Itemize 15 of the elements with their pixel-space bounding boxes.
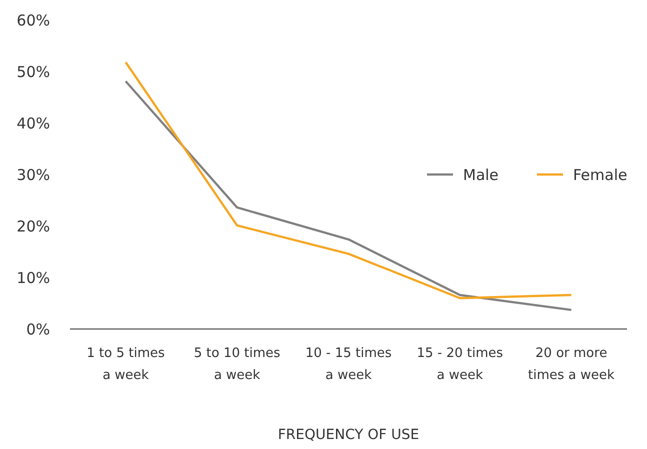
x-tick-label: 1 to 5 times a week <box>86 346 165 383</box>
y-tick-label: 10% <box>16 268 50 287</box>
x-tick-label: 15 - 20 times a week <box>416 346 504 383</box>
x-tick-label: 10 - 15 times a week <box>305 346 392 383</box>
x-tick-label: 20 or more times a week <box>528 346 616 383</box>
x-axis-title: FREQUENCY OF USE <box>278 427 420 443</box>
legend-label: Female <box>573 166 628 184</box>
y-tick-label: 0% <box>26 320 50 338</box>
legend-label: Male <box>463 166 499 184</box>
y-tick-label: 40% <box>16 114 50 132</box>
y-tick-label: 30% <box>16 166 50 184</box>
y-tick-label: 60% <box>16 11 50 30</box>
y-tick-label: 50% <box>16 62 50 81</box>
y-tick-label: 20% <box>16 217 50 236</box>
x-tick-label: 5 to 10 times a week <box>194 346 281 383</box>
